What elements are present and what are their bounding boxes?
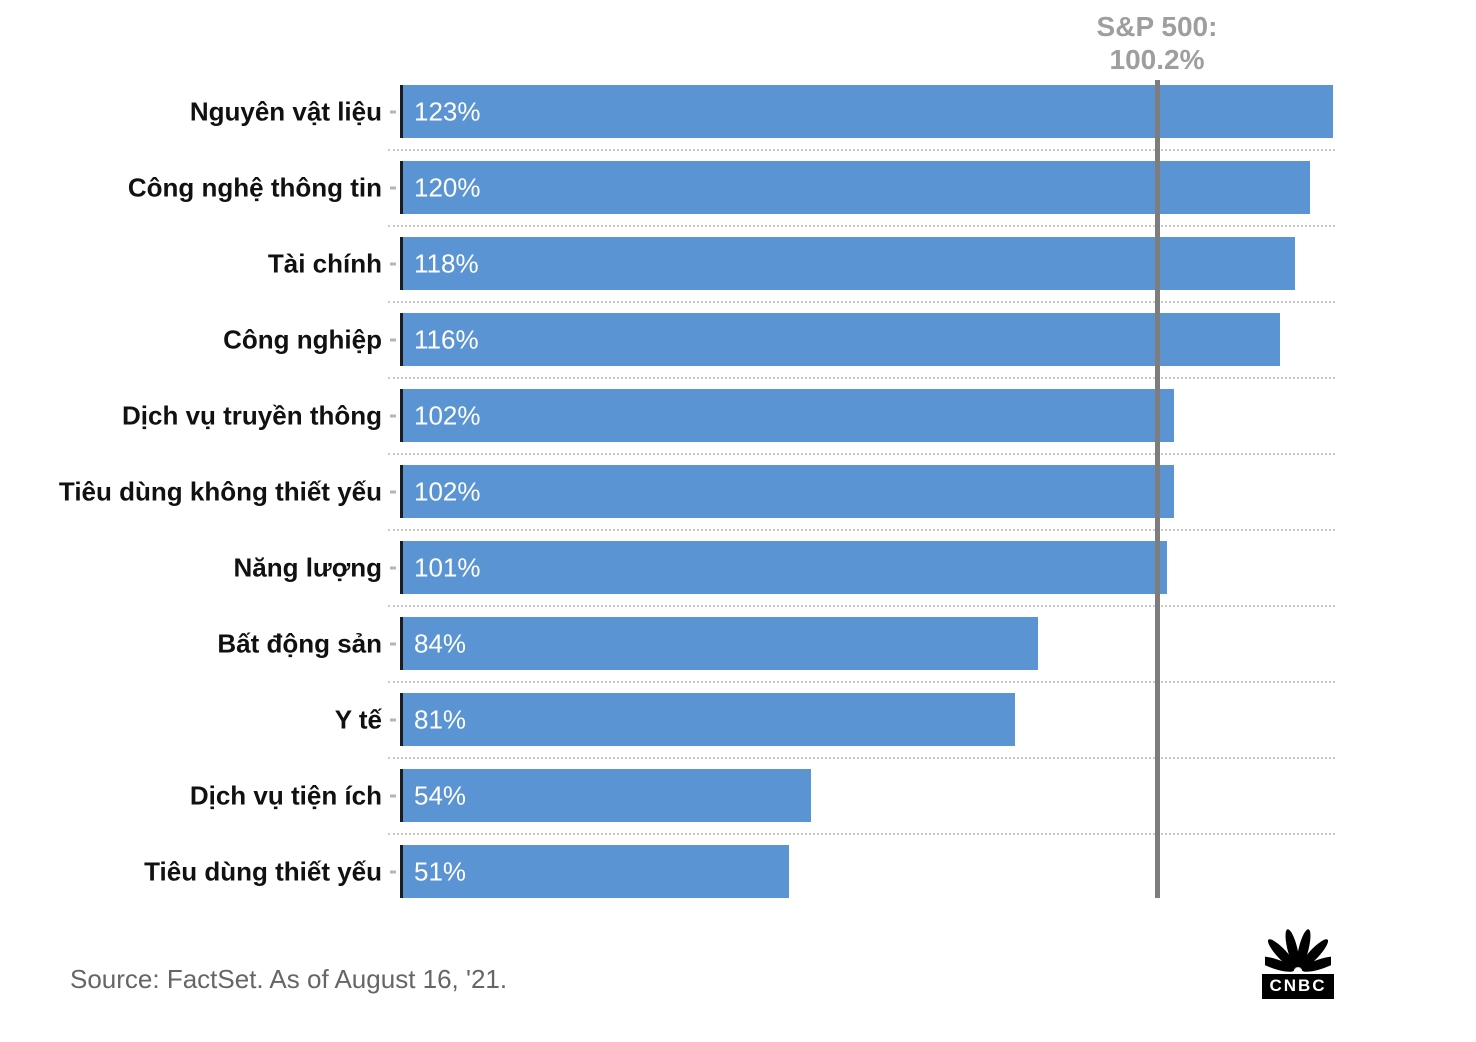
- row-separator: [388, 453, 1335, 455]
- category-label: Năng lượng: [233, 552, 382, 583]
- bar-value-label: 102%: [414, 476, 481, 506]
- bar: 101%: [400, 541, 1167, 594]
- chart-row: Bất động sản 84%: [0, 605, 1335, 682]
- bar-area: 120%: [400, 150, 1330, 226]
- axis-tick: [390, 414, 396, 418]
- chart-row: Y tế 81%: [0, 681, 1335, 758]
- bar-value-label: 102%: [414, 400, 481, 430]
- bar-area: 54%: [400, 758, 1330, 834]
- reference-line-segment: [1155, 834, 1161, 898]
- reference-line-segment: [1155, 606, 1161, 682]
- cnbc-wordmark: CNBC: [1262, 974, 1334, 999]
- axis-tick: [390, 794, 396, 798]
- reference-line-segment: [1155, 682, 1161, 758]
- category-label: Dịch vụ truyền thông: [122, 400, 382, 431]
- bar-value-label: 123%: [414, 96, 481, 126]
- chart-row: Năng lượng 101%: [0, 529, 1335, 606]
- bar-value-label: 81%: [414, 704, 467, 734]
- bar-value-label: 54%: [414, 780, 467, 810]
- reference-line-label: S&P 500: 100.2%: [1097, 10, 1218, 76]
- reference-line-label-line1: S&P 500:: [1096, 11, 1218, 42]
- row-separator: [388, 681, 1335, 683]
- category-label: Tài chính: [267, 248, 382, 279]
- category-label: Bất động sản: [217, 628, 382, 659]
- bar: 118%: [400, 237, 1296, 290]
- chart-row: Nguyên vật liệu 123%: [0, 74, 1335, 150]
- bar-area: 102%: [400, 454, 1330, 530]
- category-label: Tiêu dùng thiết yếu: [144, 856, 382, 887]
- axis-tick: [390, 490, 396, 494]
- axis-tick: [390, 338, 396, 342]
- row-separator: [388, 149, 1335, 151]
- reference-line-segment: [1155, 758, 1161, 834]
- chart-row: Công nghiệp 116%: [0, 301, 1335, 378]
- bar: 102%: [400, 389, 1175, 442]
- axis-tick: [390, 566, 396, 570]
- bar-area: 51%: [400, 834, 1330, 910]
- bar: 102%: [400, 465, 1175, 518]
- bar: 84%: [400, 617, 1039, 670]
- row-separator: [388, 225, 1335, 227]
- axis-tick: [390, 718, 396, 722]
- peacock-icon: [1256, 926, 1340, 972]
- reference-line-segment: [1155, 530, 1161, 606]
- chart-row: Dịch vụ truyền thông 102%: [0, 377, 1335, 454]
- row-separator: [388, 377, 1335, 379]
- bar-value-label: 51%: [414, 856, 467, 886]
- row-separator: [388, 301, 1335, 303]
- bar-value-label: 118%: [414, 248, 479, 278]
- chart-row: Tài chính 118%: [0, 225, 1335, 302]
- bar: 54%: [400, 769, 812, 822]
- reference-line-segment: [1155, 80, 1161, 150]
- row-separator: [388, 833, 1335, 835]
- axis-tick: [390, 110, 396, 114]
- category-label: Công nghệ thông tin: [127, 172, 382, 203]
- chart-row: Dịch vụ tiện ích 54%: [0, 757, 1335, 834]
- bar-value-label: 116%: [414, 324, 479, 354]
- axis-tick: [390, 870, 396, 874]
- category-label: Tiêu dùng không thiết yếu: [58, 476, 382, 507]
- reference-line-label-line2: 100.2%: [1109, 44, 1205, 75]
- bar-area: 81%: [400, 682, 1330, 758]
- category-label: Nguyên vật liệu: [189, 96, 382, 127]
- bar-value-label: 84%: [414, 628, 467, 658]
- axis-tick: [390, 262, 396, 266]
- bar-area: 102%: [400, 378, 1330, 454]
- category-label: Y tế: [334, 704, 382, 735]
- reference-line-segment: [1155, 150, 1161, 226]
- bar-area: 116%: [400, 302, 1330, 378]
- row-separator: [388, 757, 1335, 759]
- reference-line-segment: [1155, 378, 1161, 454]
- row-separator: [388, 529, 1335, 531]
- axis-tick: [390, 642, 396, 646]
- bar-area: 101%: [400, 530, 1330, 606]
- cnbc-logo: CNBC: [1256, 926, 1340, 999]
- bar: 120%: [400, 161, 1311, 214]
- category-label: Công nghiệp: [223, 324, 382, 355]
- reference-line-segment: [1155, 302, 1161, 378]
- axis-tick: [390, 186, 396, 190]
- chart-row: Công nghệ thông tin 120%: [0, 149, 1335, 226]
- chart-row: Tiêu dùng thiết yếu 51%: [0, 833, 1335, 910]
- bar-area: 123%: [400, 74, 1333, 150]
- source-note: Source: FactSet. As of August 16, '21.: [70, 964, 508, 994]
- bar-area: 84%: [400, 606, 1330, 682]
- bar-value-label: 120%: [414, 172, 481, 202]
- bar: 51%: [400, 845, 789, 898]
- chart-row: Tiêu dùng không thiết yếu 102%: [0, 453, 1335, 530]
- reference-line-segment: [1155, 454, 1161, 530]
- bar: 81%: [400, 693, 1016, 746]
- bar-value-label: 101%: [414, 552, 481, 582]
- bar: 123%: [400, 85, 1333, 138]
- row-separator: [388, 605, 1335, 607]
- chart-rows: Nguyên vật liệu 123% Công nghệ thông tin…: [0, 74, 1335, 910]
- reference-line-segment: [1155, 226, 1161, 302]
- category-label: Dịch vụ tiện ích: [189, 780, 382, 811]
- bar-area: 118%: [400, 226, 1330, 302]
- bar: 116%: [400, 313, 1281, 366]
